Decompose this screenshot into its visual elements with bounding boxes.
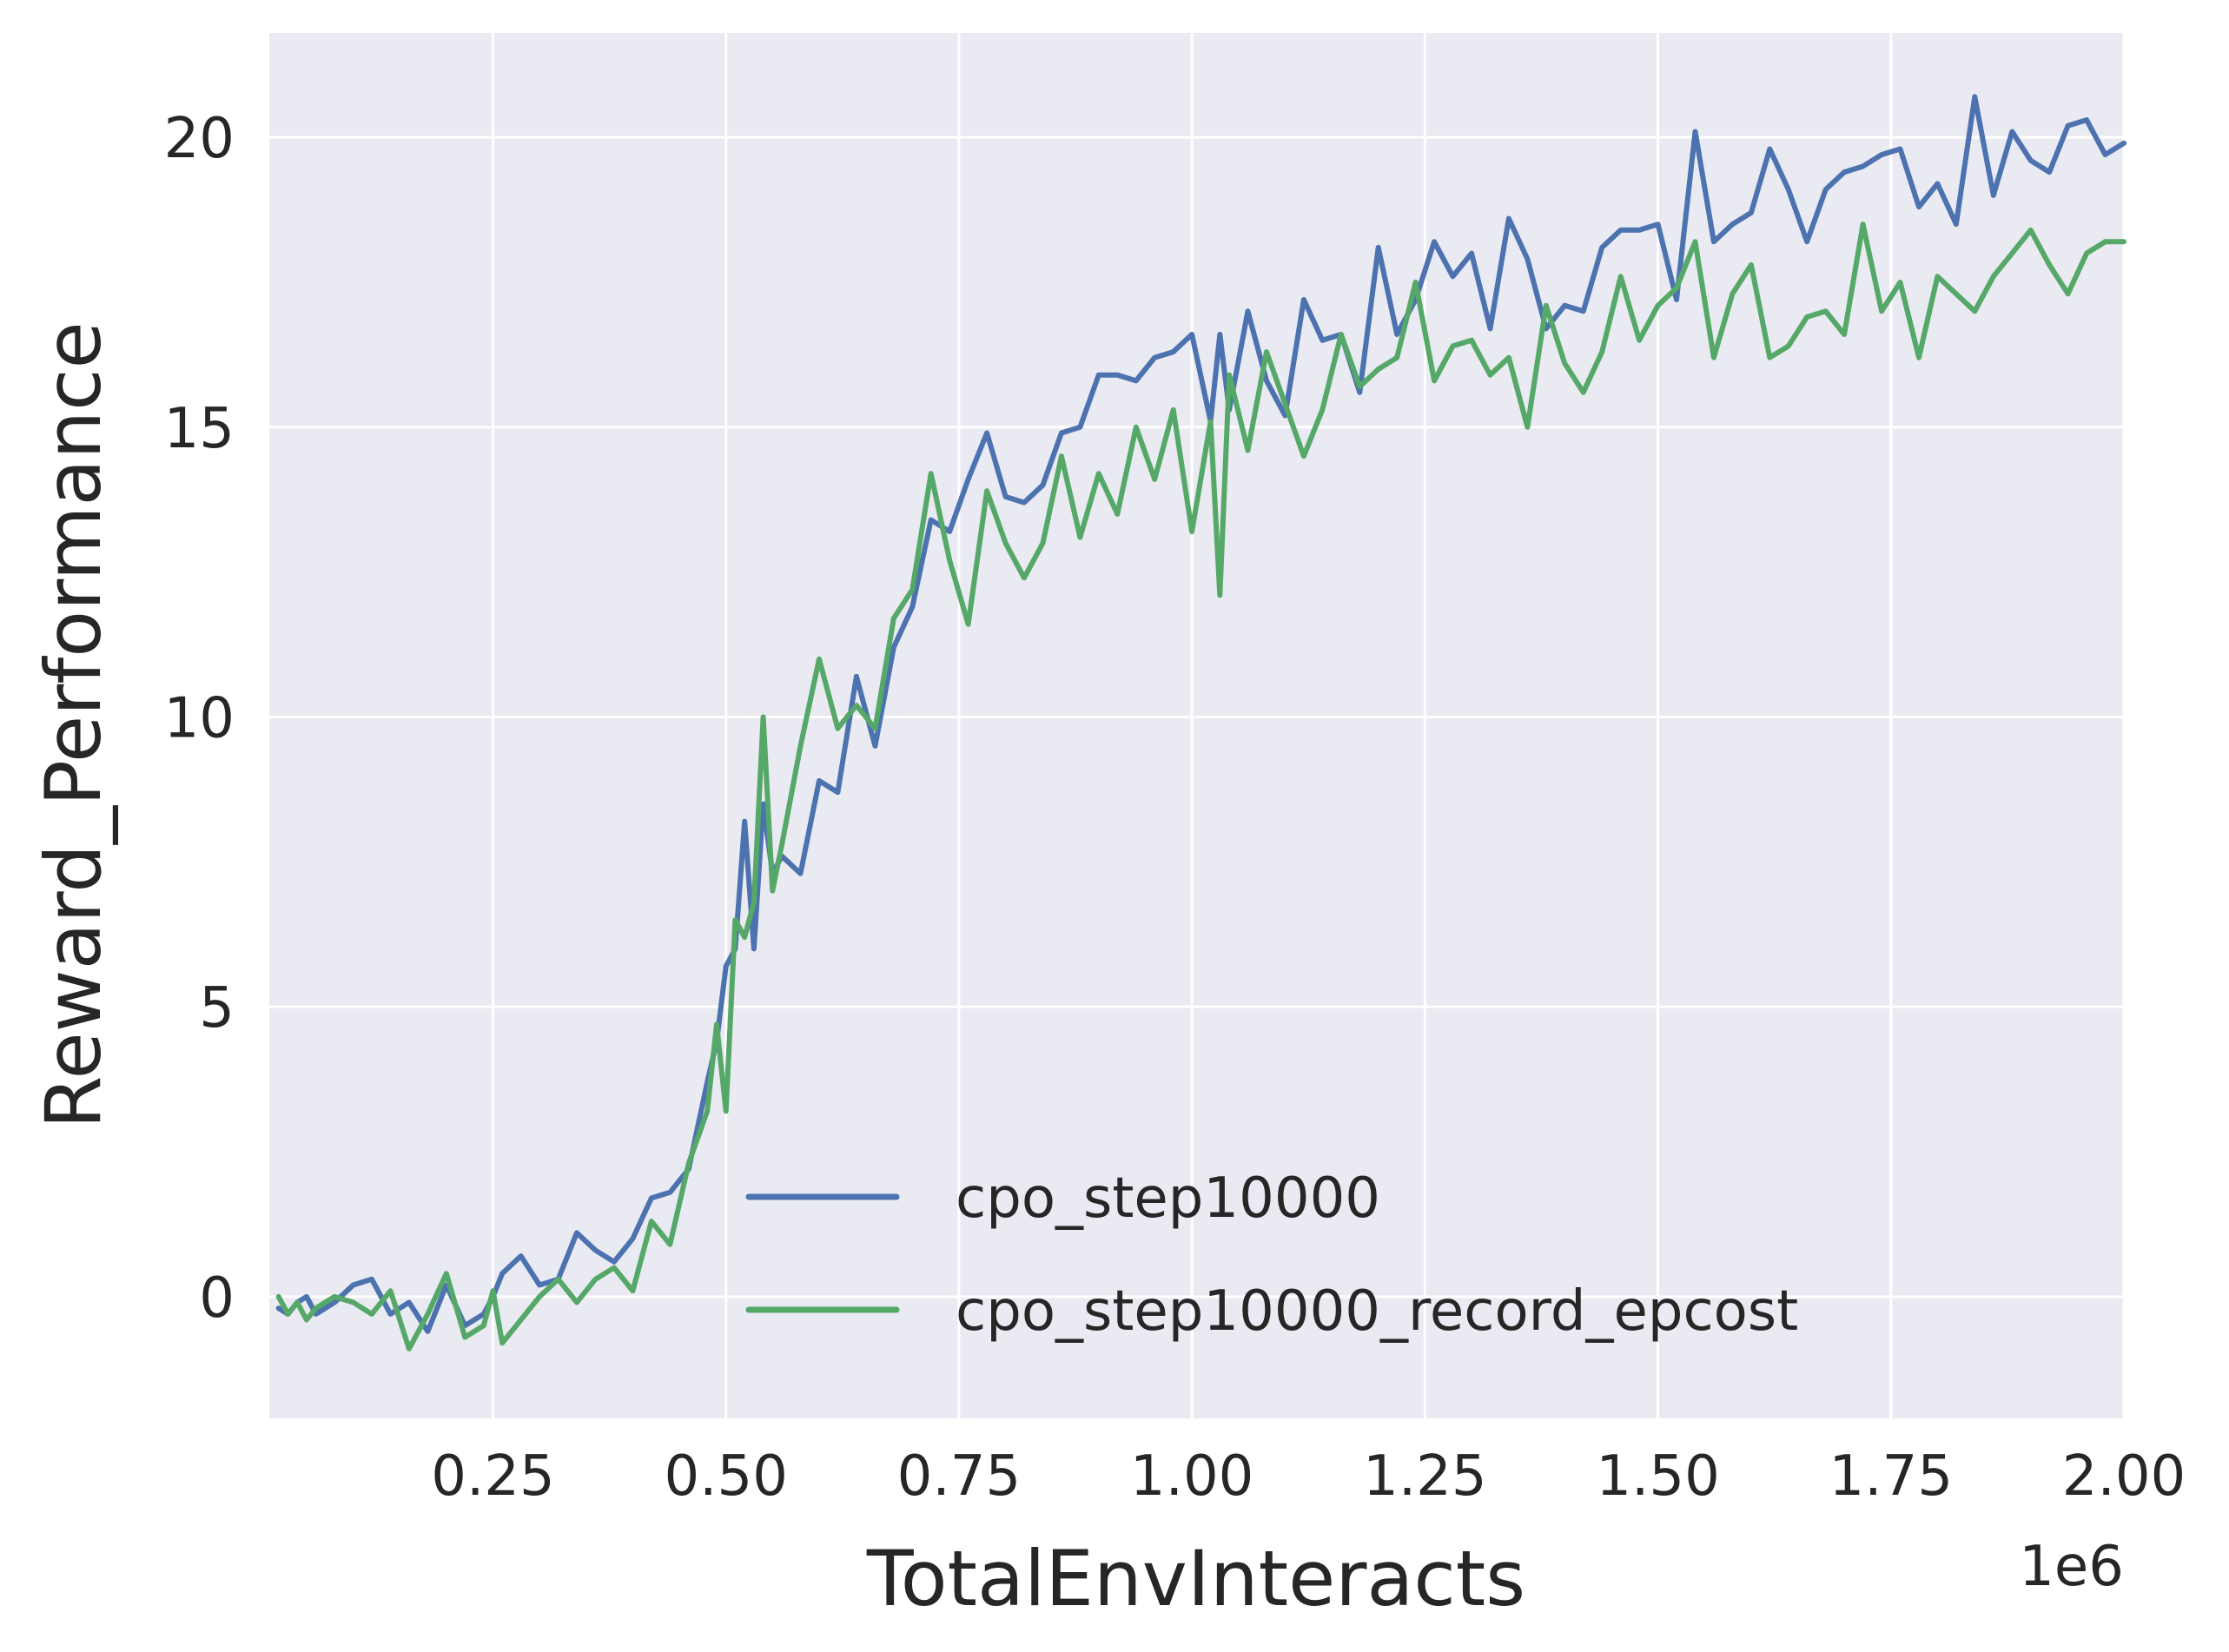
x-axis-label: TotalEnvInteracts (866, 1534, 1525, 1623)
series-line-2 (275, 221, 2126, 1351)
plot-area (269, 33, 2124, 1418)
y-tick-label: 15 (164, 397, 235, 461)
y-tick-label: 20 (164, 107, 235, 171)
y-tick-labels: 0 5 10 15 20 (164, 107, 235, 1331)
y-tick-label: 10 (164, 686, 235, 750)
series-lines (275, 94, 2126, 1351)
legend-label: cpo_step10000_record_epcost (956, 1279, 1798, 1344)
y-tick-label: 0 (199, 1266, 235, 1331)
x-tick-labels: 0.25 0.50 0.75 1.00 1.25 1.50 1.75 2.00 (431, 1444, 2186, 1509)
x-tick-label: 1.00 (1130, 1444, 1254, 1509)
x-tick-label: 0.25 (431, 1444, 555, 1509)
x-tick-label: 0.75 (897, 1444, 1022, 1509)
y-tick-label: 5 (199, 976, 235, 1041)
x-tick-label: 1.75 (1829, 1444, 1954, 1509)
legend-label: cpo_step10000 (956, 1166, 1380, 1231)
x-tick-label: 2.00 (2062, 1444, 2186, 1509)
x-tick-label: 1.50 (1596, 1444, 1720, 1509)
legend: cpo_step10000 cpo_step10000_record_epcost (745, 1166, 1798, 1344)
x-gridlines (491, 33, 2126, 1418)
x-offset-label: 1e6 (2019, 1535, 2124, 1599)
x-tick-label: 1.25 (1363, 1444, 1487, 1509)
y-axis-label: Reward_Performance (29, 321, 118, 1128)
x-tick-label: 0.50 (664, 1444, 788, 1509)
